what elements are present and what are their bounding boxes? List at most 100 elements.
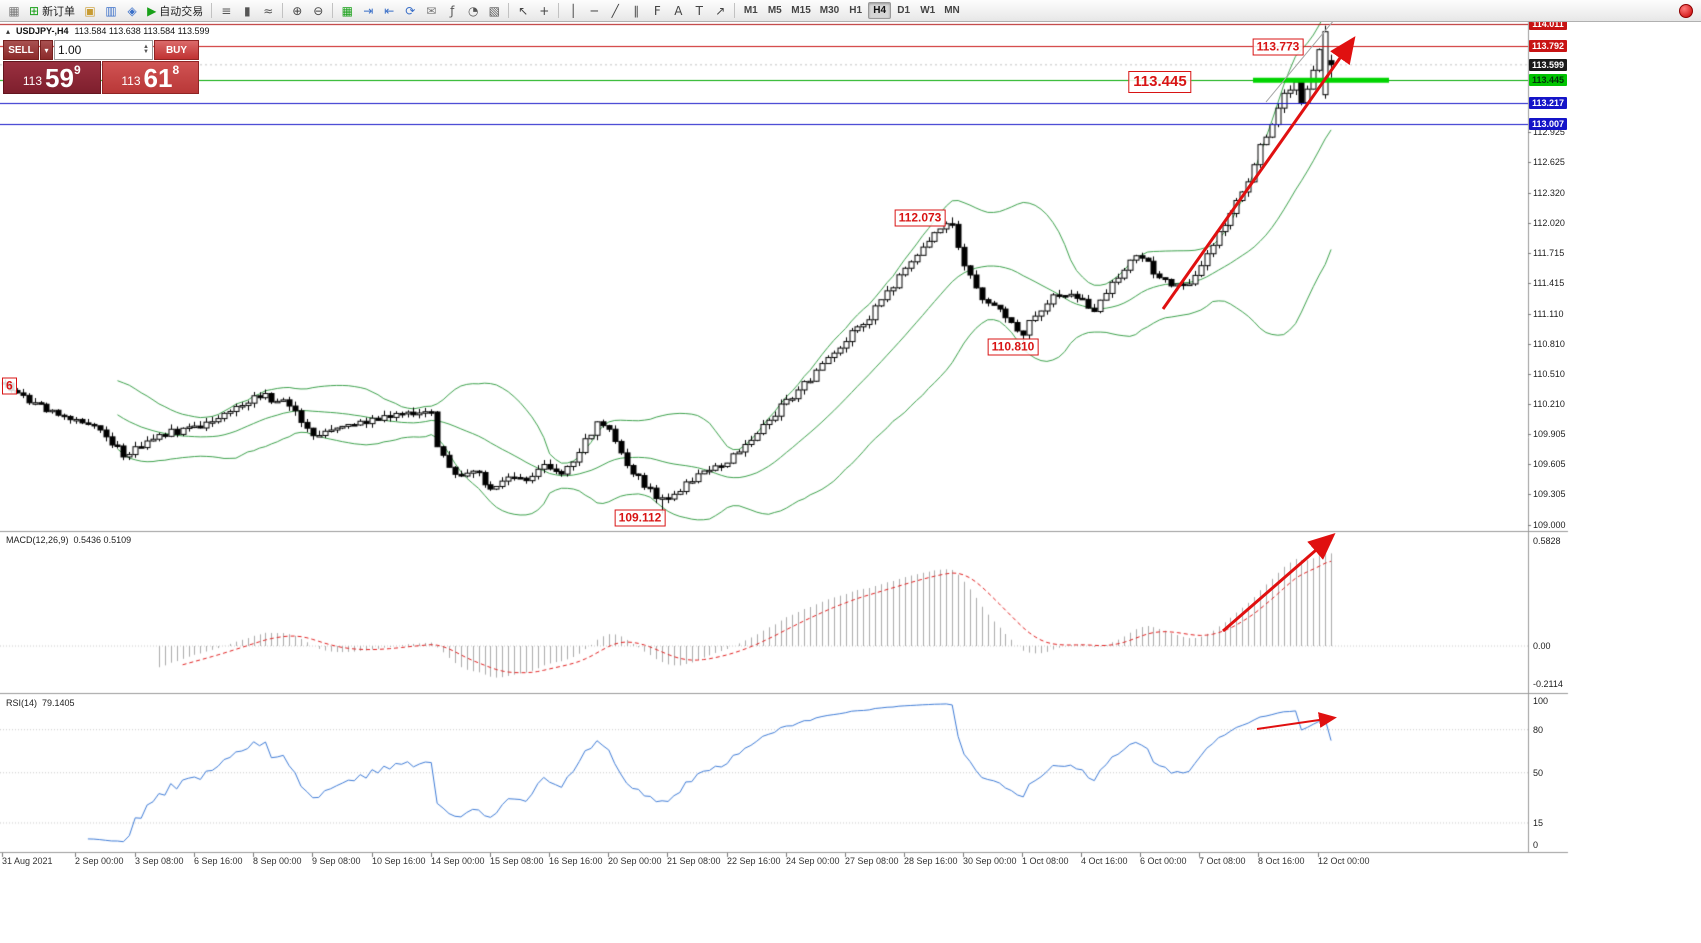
text-label-tool-icon: T	[695, 3, 703, 18]
buy-pips: 61	[143, 63, 173, 93]
sell-pipette: 9	[73, 63, 81, 77]
zoom-out-button[interactable]: ⊖	[308, 1, 328, 20]
buy-pipette: 8	[172, 63, 180, 77]
chart-shift-button[interactable]: ⇤	[379, 1, 399, 20]
cursor-button[interactable]: ↖	[513, 1, 533, 20]
text-tool-button[interactable]: A	[668, 1, 688, 20]
timeframe-m1-button[interactable]: M1	[743, 5, 758, 16]
timeframe-h4-button[interactable]: H4	[868, 2, 892, 19]
vertical-line-tool-icon: │	[569, 3, 577, 18]
channel-tool-button[interactable]: ∥	[626, 1, 646, 20]
toolbar-separator	[332, 3, 334, 18]
one-click-trading-panel: SELL ▾ 1.00 ▲ ▼ BUY 113 59 9 113 61 8	[3, 40, 199, 94]
sell-button[interactable]: SELL	[3, 40, 39, 60]
chart-ohlc-title: ▴ USDJPY-,H4 113.584 113.638 113.584 113…	[6, 26, 210, 36]
timeframe-mn-button[interactable]: MN	[944, 5, 960, 16]
main-toolbar: ▦ ⊞ 新订单 ▣ ▥ ◈ ▶ 自动交易 ≡ ▮ ≈ ⊕ ⊖ ▦ ⇥ ⇤ ⟳ ✉ ƒ ◔ ▧ ↖ + │ ─ ╱ ∥ F A T ↗ M1 M5…	[0, 0, 1701, 22]
candlestick-chart-mode-button[interactable]: ▮	[237, 1, 257, 20]
timeframe-d1-button[interactable]: D1	[897, 5, 911, 16]
channel-tool-icon: ∥	[633, 3, 640, 18]
indicators-button[interactable]: ƒ	[442, 1, 462, 20]
sell-price-button[interactable]: 113 59 9	[3, 61, 101, 94]
market-watch-icon: ▥	[105, 3, 117, 18]
sell-big-figure: 113	[22, 74, 43, 88]
toolbar-separator	[558, 3, 560, 18]
volume-input[interactable]: 1.00 ▲ ▼	[54, 40, 153, 60]
buy-price-button[interactable]: 113 61 8	[101, 61, 199, 94]
volume-down-icon[interactable]: ▼	[143, 49, 149, 55]
autotrading-icon: ▶	[147, 3, 157, 18]
mail-button[interactable]: ✉	[421, 1, 441, 20]
volume-up-icon[interactable]: ▲	[143, 44, 149, 50]
refresh-button[interactable]: ⟳	[400, 1, 420, 20]
navigator-button[interactable]: ◈	[122, 1, 142, 20]
timeframe-m5-button[interactable]: M5	[767, 5, 782, 16]
periods-icon: ◔	[468, 3, 479, 18]
templates-icon: ▧	[488, 3, 500, 18]
templates-button[interactable]: ▧	[484, 1, 504, 20]
buy-button[interactable]: BUY	[154, 40, 199, 60]
bar-chart-mode-icon: ≡	[221, 3, 232, 18]
crosshair-button[interactable]: +	[534, 1, 554, 20]
rsi-value: 79.1405	[42, 698, 75, 708]
zoom-in-icon: ⊕	[292, 3, 303, 18]
timeframe-m30-button[interactable]: M30	[819, 5, 840, 16]
autotrading-button[interactable]: ▶ 自动交易	[143, 1, 207, 20]
rsi-indicator-label: RSI(14) 79.1405	[6, 698, 75, 708]
timeframe-h1-button[interactable]: H1	[849, 5, 863, 16]
new-chart-button[interactable]: ▦	[4, 1, 24, 20]
horizontal-line-tool-button[interactable]: ─	[584, 1, 604, 20]
text-tool-icon: A	[674, 3, 683, 18]
periods-button[interactable]: ◔	[463, 1, 483, 20]
tile-windows-icon: ▦	[341, 3, 353, 18]
fibonacci-tool-icon: F	[653, 3, 661, 18]
cursor-icon: ↖	[518, 3, 529, 18]
trade-panel-prices: 113 59 9 113 61 8	[3, 61, 199, 94]
text-label-tool-button[interactable]: T	[689, 1, 709, 20]
record-icon[interactable]	[1679, 3, 1693, 18]
refresh-icon: ⟳	[405, 3, 416, 18]
chart-shift-icon: ⇤	[384, 3, 395, 18]
new-order-icon: ⊞	[29, 3, 40, 18]
ohlc-values: 113.584 113.638 113.584 113.599	[74, 26, 210, 36]
volume-spinner[interactable]: ▲ ▼	[143, 44, 149, 55]
horizontal-line-tool-icon: ─	[590, 3, 598, 18]
line-chart-mode-icon: ≈	[263, 3, 274, 18]
auto-scroll-button[interactable]: ⇥	[358, 1, 378, 20]
new-order-label: 新订单	[42, 5, 76, 18]
line-chart-mode-button[interactable]: ≈	[258, 1, 278, 20]
toolbar-separator	[211, 3, 213, 18]
vertical-line-tool-button[interactable]: │	[563, 1, 583, 20]
auto-scroll-icon: ⇥	[363, 3, 374, 18]
rsi-name: RSI(14)	[6, 698, 38, 708]
one-click-toggle-icon[interactable]: ▴	[6, 26, 11, 36]
macd-name: MACD(12,26,9)	[6, 535, 69, 545]
symbol-period-label: USDJPY-,H4	[16, 26, 69, 36]
bar-chart-mode-button[interactable]: ≡	[216, 1, 236, 20]
navigator-icon: ◈	[127, 3, 137, 18]
macd-indicator-label: MACD(12,26,9) 0.5436 0.5109	[6, 535, 131, 545]
timeframe-w1-button[interactable]: W1	[920, 5, 936, 16]
fibonacci-tool-button[interactable]: F	[647, 1, 667, 20]
tile-windows-button[interactable]: ▦	[337, 1, 357, 20]
arrows-tool-icon: ↗	[715, 3, 726, 18]
timeframe-m15-button[interactable]: M15	[791, 5, 811, 16]
toolbar-separator	[282, 3, 284, 18]
trade-panel-controls: SELL ▾ 1.00 ▲ ▼ BUY	[3, 40, 199, 60]
sell-pips: 59	[45, 63, 74, 93]
price-chart-canvas[interactable]	[0, 22, 1701, 943]
toolbar-separator	[734, 3, 736, 18]
charts-cascade-button[interactable]: ▣	[80, 1, 100, 20]
trendline-tool-button[interactable]: ╱	[605, 1, 625, 20]
new-order-button[interactable]: ⊞ 新订单	[25, 1, 79, 20]
toolbar-separator	[508, 3, 510, 18]
indicators-icon: ƒ	[450, 3, 455, 18]
market-watch-button[interactable]: ▥	[101, 1, 121, 20]
macd-values: 0.5436 0.5109	[73, 535, 132, 545]
candlestick-chart-mode-icon: ▮	[243, 3, 251, 18]
zoom-in-button[interactable]: ⊕	[287, 1, 307, 20]
new-chart-icon: ▦	[8, 3, 20, 18]
arrows-tool-button[interactable]: ↗	[710, 1, 730, 20]
sell-options-dropdown[interactable]: ▾	[40, 40, 53, 60]
